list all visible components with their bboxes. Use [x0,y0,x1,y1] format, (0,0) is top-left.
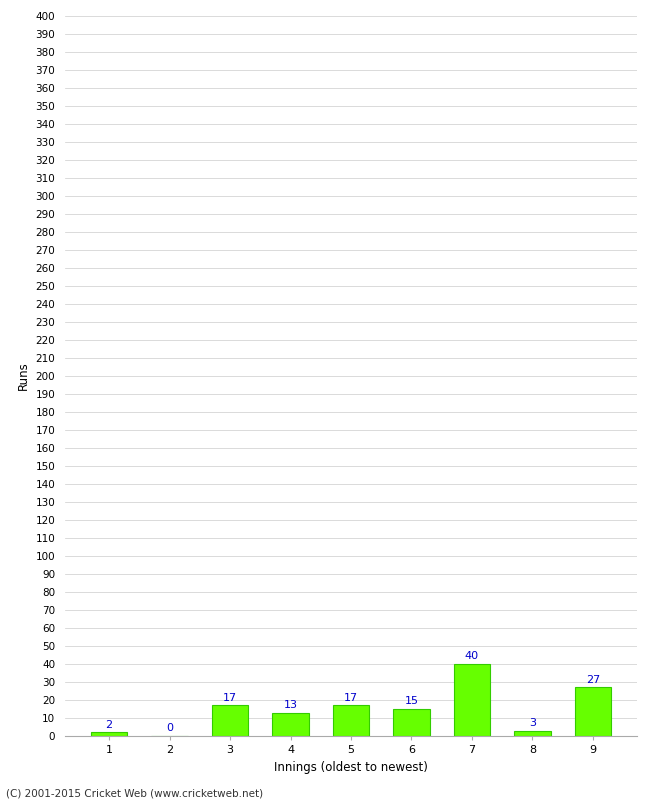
Bar [212,706,248,736]
Text: 2: 2 [105,720,112,730]
Bar [454,664,490,736]
Text: 17: 17 [223,693,237,702]
Text: 3: 3 [529,718,536,728]
Bar [333,706,369,736]
Text: 13: 13 [283,700,298,710]
Text: 17: 17 [344,693,358,702]
X-axis label: Innings (oldest to newest): Innings (oldest to newest) [274,761,428,774]
Y-axis label: Runs: Runs [17,362,30,390]
Text: 40: 40 [465,651,479,662]
Text: (C) 2001-2015 Cricket Web (www.cricketweb.net): (C) 2001-2015 Cricket Web (www.cricketwe… [6,788,264,798]
Text: 0: 0 [166,723,173,734]
Bar [514,730,551,736]
Bar [393,709,430,736]
Text: 27: 27 [586,674,600,685]
Text: 15: 15 [404,696,419,706]
Bar [91,733,127,736]
Bar [575,687,611,736]
Bar [272,713,309,736]
